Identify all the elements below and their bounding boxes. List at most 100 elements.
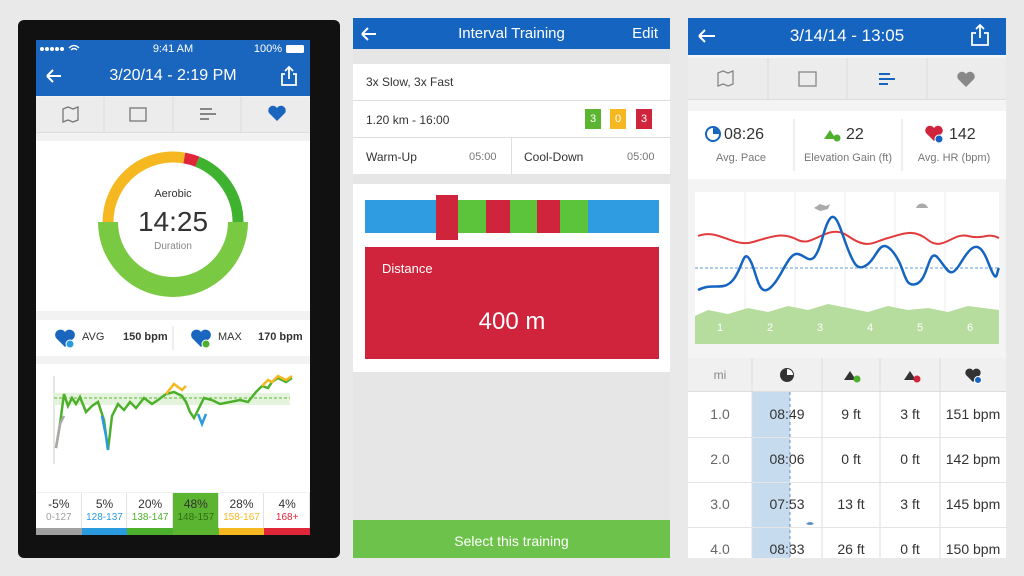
max-label: MAX xyxy=(218,331,242,343)
zone-table: -5% 0-127 5% 128-137 20% 138-147 48% 148-157 28%… xyxy=(36,493,310,535)
row-cell: 13 ft xyxy=(837,496,865,512)
zone-cell xyxy=(36,493,82,528)
x-label: 3 xyxy=(816,322,824,334)
interval-bar xyxy=(365,195,659,240)
tab-heart[interactable] xyxy=(268,105,286,121)
zone-range: 148-157 xyxy=(177,512,215,523)
row-mile: 2.0 xyxy=(710,451,730,467)
zone-cell xyxy=(81,493,128,528)
tab-map[interactable] xyxy=(62,106,79,123)
row-mile: 1.0 xyxy=(710,406,730,422)
status-time: 9:41 AM xyxy=(152,43,194,55)
row-cell: 3 ft xyxy=(900,406,920,422)
row-cell: 0 ft xyxy=(900,451,920,467)
share-button[interactable] xyxy=(281,65,297,86)
row-cell: 145 bpm xyxy=(945,496,1001,512)
x-label: 5 xyxy=(916,322,924,334)
header-icons xyxy=(751,358,982,558)
tab-icons xyxy=(62,97,286,133)
row-cell: 26 ft xyxy=(837,541,865,557)
zone-strip xyxy=(218,528,265,535)
training-summary: 1.20 km - 16:00 xyxy=(366,113,450,127)
tab-heart[interactable] xyxy=(957,71,975,87)
cool-down-time: 05:00 xyxy=(627,151,655,163)
wifi-icon xyxy=(68,44,80,51)
avg-value: 150 bpm xyxy=(123,331,168,343)
zone-range: 138-147 xyxy=(131,512,169,523)
run-chart xyxy=(695,192,1001,344)
zone-range: 128-137 xyxy=(86,512,123,523)
warm-up-time: 05:00 xyxy=(469,151,497,163)
header-title: Interval Training xyxy=(458,25,565,42)
zone-percent: -5% xyxy=(48,497,70,511)
zone-strip xyxy=(127,528,173,535)
heart-icons xyxy=(55,326,211,350)
tab-splits[interactable] xyxy=(200,108,216,120)
row-cell: 9 ft xyxy=(841,406,861,422)
ring-caption: Duration xyxy=(154,241,192,252)
row-cell: 08:49 xyxy=(769,406,805,422)
hr-chart xyxy=(53,374,293,464)
row-divider xyxy=(688,527,1006,528)
zone-percent: 4% xyxy=(278,497,296,511)
badge-steady: 0 xyxy=(610,109,626,129)
row-mile: 4.0 xyxy=(710,541,730,557)
row-divider xyxy=(688,437,1006,438)
row-cell: 0 ft xyxy=(900,541,920,557)
back-button[interactable] xyxy=(698,29,716,43)
row-cell: 08:06 xyxy=(769,451,805,467)
zone-strip xyxy=(36,528,82,535)
tab-splits[interactable] xyxy=(879,73,895,85)
tab-photos[interactable] xyxy=(129,107,147,122)
x-label: 6 xyxy=(966,322,974,334)
divider xyxy=(511,138,512,174)
badge-slow: 3 xyxy=(585,109,601,129)
training-name: 3x Slow, 3x Fast xyxy=(366,75,454,89)
status-icons xyxy=(40,44,304,53)
status-battery: 100% xyxy=(253,43,282,55)
x-label: 2 xyxy=(766,322,774,334)
header-title: 3/14/14 - 13:05 xyxy=(789,26,905,45)
splits-table: mi 1.0 08:49 9 ft 3 ft 151 bpm 2.0 08:06 0 ft 0 f… xyxy=(688,358,1006,558)
stat-value: 22 xyxy=(846,126,864,143)
stat-label: Avg. HR (bpm) xyxy=(917,152,991,164)
row-divider xyxy=(688,482,1006,483)
row-cell: 151 bpm xyxy=(945,406,1001,422)
zone-percent: 48% xyxy=(183,497,208,511)
zone-cell xyxy=(264,493,310,528)
top-bar xyxy=(688,18,1006,55)
zone-range: 168+ xyxy=(275,512,299,523)
table-header xyxy=(688,358,1006,392)
screen-interval: Interval Training Edit 3x Slow, 3x Fast … xyxy=(353,18,670,558)
back-button[interactable] xyxy=(46,69,62,83)
interval-detail xyxy=(365,247,659,359)
select-button[interactable]: Select this training xyxy=(353,520,670,558)
ring-time: 14:25 xyxy=(137,206,209,237)
zone-cell xyxy=(127,493,173,528)
screen-summary: 9:41 AM 100% 3/20/14 - 2:19 PM Aerobic 1… xyxy=(36,40,310,535)
back-button[interactable] xyxy=(361,27,377,41)
stat-label: Elevation Gain (ft) xyxy=(803,152,893,164)
pace-highlight xyxy=(752,392,790,558)
warm-up-label: Warm-Up xyxy=(366,150,417,164)
stat-label: Avg. Pace xyxy=(716,152,766,164)
x-label: 4 xyxy=(866,322,874,334)
avg-label: AVG xyxy=(82,331,105,343)
share-button[interactable] xyxy=(971,23,989,46)
battery-icon xyxy=(286,45,304,53)
zone-percent: 5% xyxy=(95,497,114,511)
column-unit: mi xyxy=(713,368,727,382)
row-cell: 08:33 xyxy=(769,541,805,557)
stats-row xyxy=(688,111,1006,179)
zone-range: 158-167 xyxy=(223,512,260,523)
tab-photos[interactable] xyxy=(798,71,817,87)
zone-cell xyxy=(173,493,219,528)
edit-button[interactable]: Edit xyxy=(632,25,658,42)
top-bar xyxy=(36,40,310,96)
divider xyxy=(353,137,670,138)
tab-map[interactable] xyxy=(717,70,734,87)
selected-interval[interactable] xyxy=(436,195,458,240)
zone-percent: 28% xyxy=(229,497,254,511)
row-cell: 3 ft xyxy=(900,496,920,512)
